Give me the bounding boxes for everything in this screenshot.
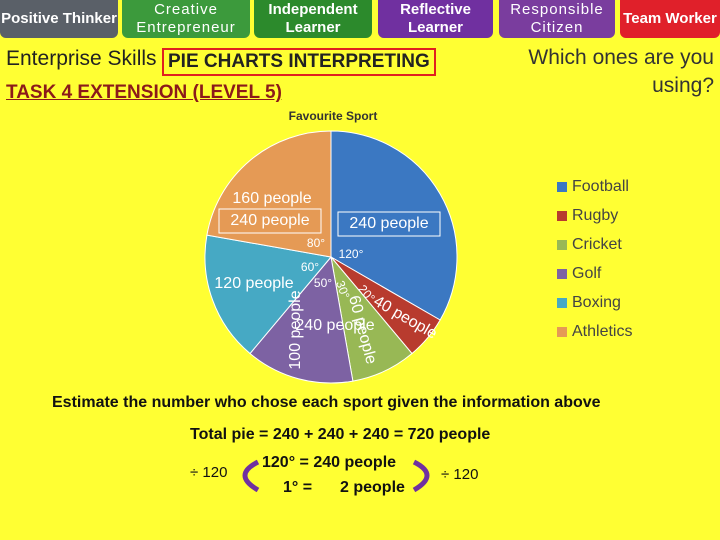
legend-swatch <box>557 240 567 250</box>
value-label: 80° <box>307 236 325 250</box>
value-label: 120° <box>339 247 364 261</box>
pie-slice <box>206 130 332 258</box>
legend-label: Athletics <box>572 323 632 340</box>
legend-label: Cricket <box>572 236 622 253</box>
skill-badge: Team Worker <box>620 0 720 38</box>
value-label: 60° <box>301 260 319 274</box>
people-label: 240 people <box>295 317 374 334</box>
question: Which ones are you using? <box>528 46 714 97</box>
chart-title: Favourite Sport <box>289 109 378 123</box>
skill-badge: Independent Learner <box>254 0 372 38</box>
pie-slice <box>330 130 458 321</box>
prompt: Estimate the number who chose each sport… <box>52 394 601 411</box>
divide-right: ÷ 120 <box>441 466 479 483</box>
legend-swatch <box>557 269 567 279</box>
divide-left: ÷ 120 <box>190 464 228 481</box>
skill-badge: Creative Entrepreneur <box>122 0 250 38</box>
ratio: 120° = 240 people <box>262 454 397 471</box>
task-label: TASK 4 EXTENSION (LEVEL 5) <box>6 82 282 103</box>
pie-slice <box>204 234 332 355</box>
legend-swatch <box>557 182 567 192</box>
total: Total pie = 240 + 240 + 240 = 720 people <box>190 426 491 443</box>
overlay-label: 240 people <box>349 215 428 232</box>
overlay-label: 240 people <box>230 212 309 229</box>
legend-swatch <box>557 211 567 221</box>
unit-deg: 1° = <box>283 479 313 496</box>
legend-label: Football <box>572 178 629 195</box>
skill-badge: Responsible Citizen <box>499 0 615 38</box>
label-box <box>218 208 322 234</box>
title: PIE CHARTS INTERPRETING <box>162 48 436 76</box>
legend-swatch <box>557 298 567 308</box>
label-box <box>337 211 441 237</box>
legend-label: Rugby <box>572 207 618 224</box>
people-label: 100 people <box>287 290 304 369</box>
value-label: 30° <box>333 279 352 301</box>
value-label: 50° <box>314 276 332 290</box>
people-label: 120 people <box>214 275 293 292</box>
people-label: 160 people <box>232 190 311 207</box>
subtitle: Enterprise Skills <box>6 47 157 70</box>
legend-label: Golf <box>572 265 602 282</box>
pie-slice <box>249 255 354 384</box>
unit-val: 2 people <box>340 479 405 496</box>
legend-swatch <box>557 327 567 337</box>
skill-badge: Reflective Learner <box>378 0 493 38</box>
legend-label: Boxing <box>572 294 621 311</box>
skill-badge: Positive Thinker <box>0 0 118 38</box>
